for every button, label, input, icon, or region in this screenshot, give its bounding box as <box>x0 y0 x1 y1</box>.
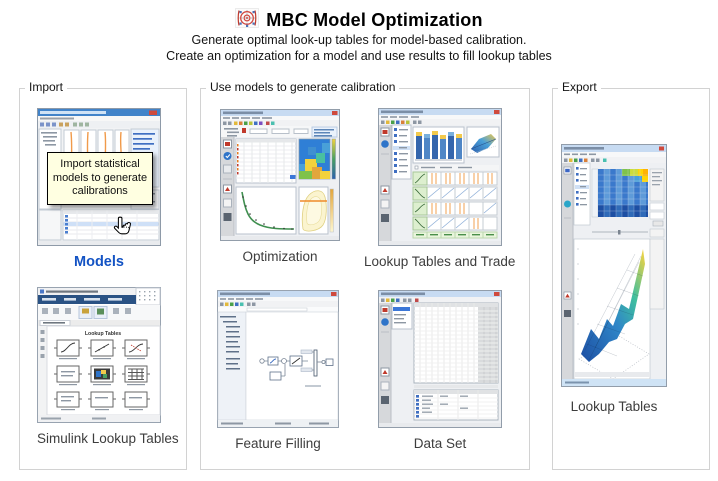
models-tooltip: Import statistical models to generate ca… <box>47 152 153 205</box>
export-group: Export <box>552 80 710 470</box>
simulink-lookup-tables-label[interactable]: Simulink Lookup Tables <box>37 431 179 446</box>
subtitle-line-2: Create an optimization for a model and u… <box>166 49 552 63</box>
page-title: MBC Model Optimization <box>266 9 483 30</box>
lookup-tables-and-tradeoff-label[interactable]: Lookup Tables and Tradeoff <box>364 254 516 269</box>
optimization-thumbnail-image <box>220 109 340 241</box>
mbc-target-icon <box>235 7 260 33</box>
data-set-thumbnail[interactable] <box>378 290 502 428</box>
feature-filling-thumbnail-image <box>217 290 339 428</box>
simulink-library-heading: Lookup Tables <box>85 331 121 337</box>
data-set-item[interactable]: Data Set <box>378 290 502 451</box>
feature-filling-item[interactable]: Feature Filling <box>217 290 339 451</box>
calibration-group-label: Use models to generate calibration <box>206 80 400 94</box>
title-row: MBC Model Optimization <box>0 7 718 33</box>
tradeoff-thumbnail-image <box>378 108 502 246</box>
models-label[interactable]: Models <box>74 254 124 270</box>
lookup-tables-thumbnail-image <box>561 144 667 387</box>
lookup-tables-thumbnail[interactable] <box>560 144 668 387</box>
calibration-group: Use models to generate calibration <box>200 80 530 470</box>
feature-filling-label[interactable]: Feature Filling <box>235 436 321 451</box>
export-group-label: Export <box>558 80 601 94</box>
hand-cursor-icon <box>112 215 133 240</box>
lookup-tables-and-tradeoff-thumbnail[interactable] <box>378 108 502 246</box>
import-group-label: Import <box>25 80 68 94</box>
data-set-label[interactable]: Data Set <box>413 436 467 451</box>
lookup-tables-label[interactable]: Lookup Tables <box>570 399 658 414</box>
simulink-lookup-tables-thumbnail[interactable]: Lookup Tables <box>37 287 161 423</box>
data-set-thumbnail-image <box>378 290 502 428</box>
optimization-label[interactable]: Optimization <box>242 249 318 264</box>
simulink-lookup-tables-item[interactable]: Lookup Tables <box>37 287 179 446</box>
optimization-item[interactable]: Optimization <box>220 109 340 264</box>
optimization-thumbnail[interactable] <box>220 109 340 241</box>
subtitle-line-1: Generate optimal look-up tables for mode… <box>191 33 527 47</box>
feature-filling-thumbnail[interactable] <box>217 290 339 428</box>
simulink-thumbnail-image: Lookup Tables <box>37 287 161 423</box>
import-group: Import <box>19 80 187 470</box>
lookup-tables-item[interactable]: Lookup Tables <box>560 144 668 414</box>
header: MBC Model Optimization Generate optimal … <box>0 7 718 64</box>
lookup-tables-and-tradeoff-item[interactable]: Lookup Tables and Tradeoff <box>364 108 516 269</box>
